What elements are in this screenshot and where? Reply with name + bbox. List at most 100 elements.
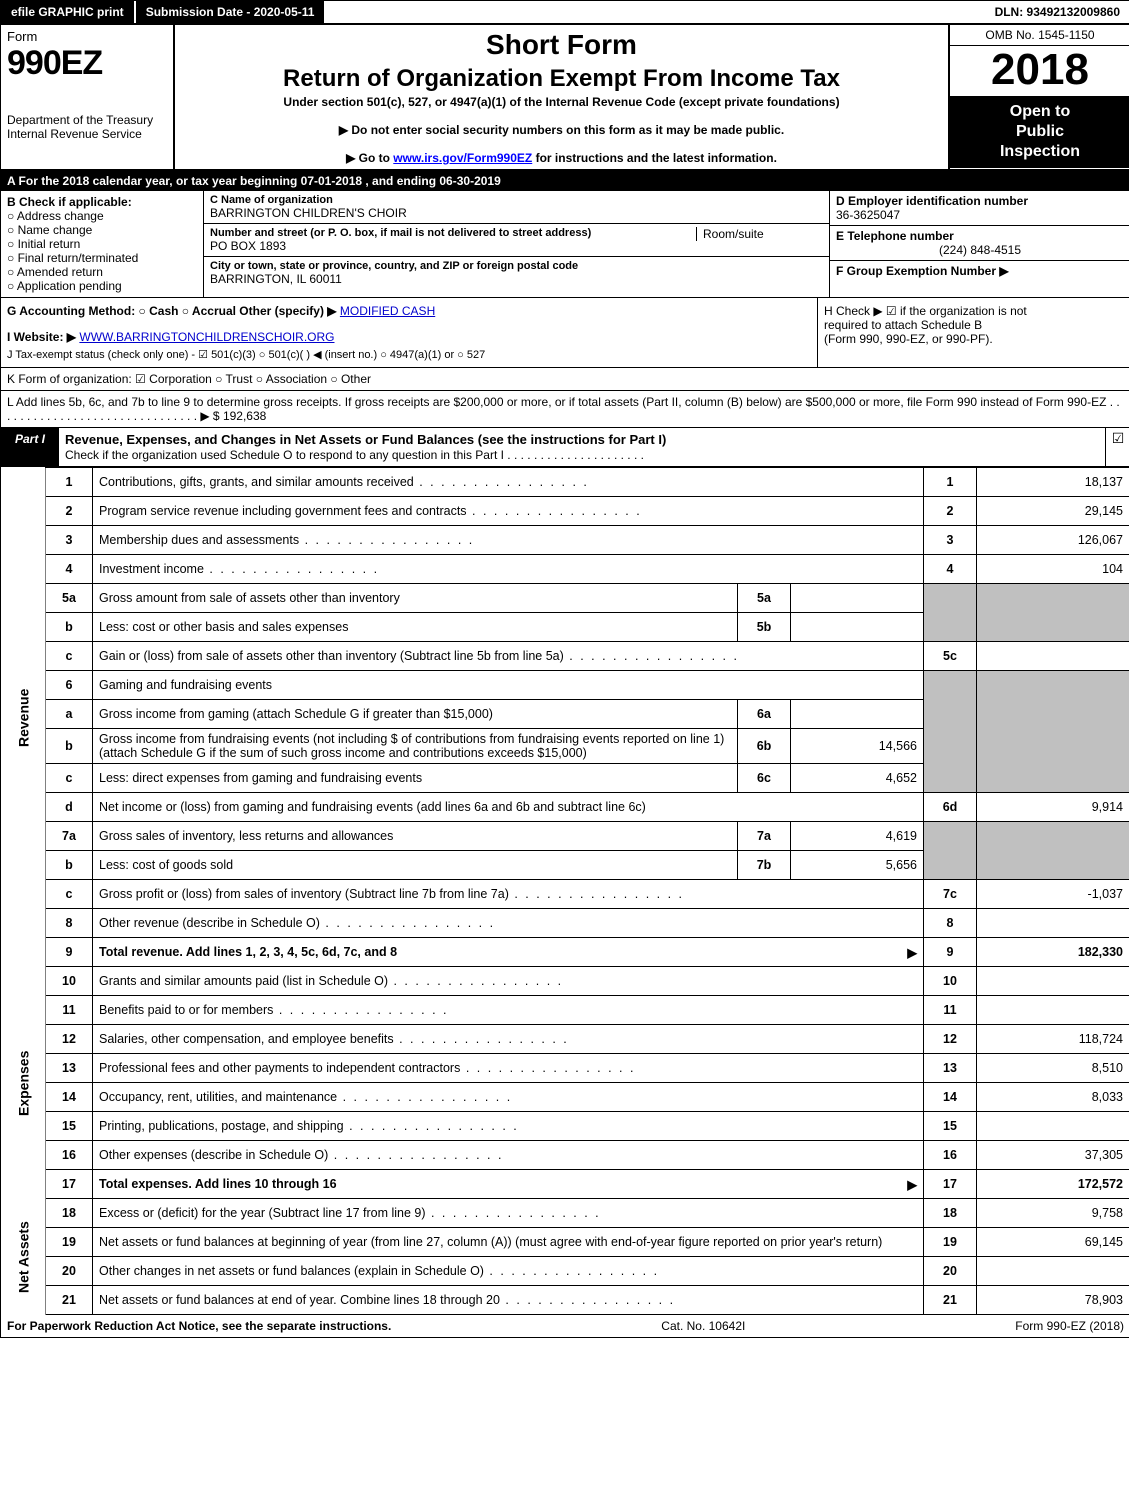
l7a-subval: 4,619 — [791, 822, 924, 851]
period-line: A For the 2018 calendar year, or tax yea… — [1, 171, 1129, 191]
form-page: efile GRAPHIC print Submission Date - 20… — [0, 0, 1129, 1338]
l5b-num: b — [46, 613, 93, 642]
l15-lbl: 15 — [924, 1112, 977, 1141]
website-link[interactable]: WWW.BARRINGTONCHILDRENSCHOIR.ORG — [79, 330, 334, 344]
l6d-num: d — [46, 793, 93, 822]
l6d-lbl: 6d — [924, 793, 977, 822]
g-label: G Accounting Method: ○ Cash ○ Accrual Ot… — [7, 304, 337, 318]
l20-lbl: 20 — [924, 1257, 977, 1286]
org-name: BARRINGTON CHILDREN'S CHOIR — [210, 206, 823, 220]
h-line2: required to attach Schedule B — [824, 318, 1124, 332]
l6a-sub: 6a — [738, 700, 791, 729]
l6d-desc: Net income or (loss) from gaming and fun… — [93, 793, 924, 822]
l9-arrow: ▶ — [907, 945, 917, 960]
top-bar: efile GRAPHIC print Submission Date - 20… — [1, 1, 1129, 25]
opt-initial-return[interactable]: Initial return — [7, 237, 197, 251]
l5b-subval — [791, 613, 924, 642]
l10-desc: Grants and similar amounts paid (list in… — [93, 967, 924, 996]
l9-amt: 182,330 — [977, 938, 1129, 967]
l12-lbl: 12 — [924, 1025, 977, 1054]
l5c-desc: Gain or (loss) from sale of assets other… — [93, 642, 924, 671]
l12-amt: 118,724 — [977, 1025, 1129, 1054]
l19-lbl: 19 — [924, 1228, 977, 1257]
l7a-num: 7a — [46, 822, 93, 851]
line-12: 12 Salaries, other compensation, and emp… — [1, 1025, 1129, 1054]
line-15: 15 Printing, publications, postage, and … — [1, 1112, 1129, 1141]
l17-arrow: ▶ — [907, 1177, 917, 1192]
l9-desc-wrap: Total revenue. Add lines 1, 2, 3, 4, 5c,… — [93, 938, 924, 967]
l7a-sub: 7a — [738, 822, 791, 851]
l5c-amt — [977, 642, 1129, 671]
l6d-amt: 9,914 — [977, 793, 1129, 822]
dept-treasury: Department of the Treasury — [7, 113, 167, 127]
l2-num: 2 — [46, 497, 93, 526]
l6-desc: Gaming and fundraising events — [93, 671, 924, 700]
box-b: B Check if applicable: Address change Na… — [1, 191, 204, 297]
l10-lbl: 10 — [924, 967, 977, 996]
line-7a: 7a Gross sales of inventory, less return… — [1, 822, 1129, 851]
side-netassets: Net Assets — [1, 1199, 46, 1315]
l18-amt: 9,758 — [977, 1199, 1129, 1228]
line-17: 17 Total expenses. Add lines 10 through … — [1, 1170, 1129, 1199]
l7a-desc: Gross sales of inventory, less returns a… — [93, 822, 738, 851]
l1-num: 1 — [46, 468, 93, 497]
efile-print-button[interactable]: efile GRAPHIC print — [1, 1, 136, 23]
inspection-line2: Public — [952, 122, 1128, 142]
g-value: MODIFIED CASH — [340, 304, 435, 318]
l8-desc: Other revenue (describe in Schedule O) — [93, 909, 924, 938]
part1-checkbox[interactable]: ☑ — [1105, 428, 1129, 466]
l7b-num: b — [46, 851, 93, 880]
opt-address-change[interactable]: Address change — [7, 209, 197, 223]
side-revenue: Revenue — [1, 468, 46, 967]
form-title-1: Short Form — [185, 29, 938, 61]
row-gh: G Accounting Method: ○ Cash ○ Accrual Ot… — [1, 298, 1129, 368]
opt-application-pending[interactable]: Application pending — [7, 279, 197, 293]
phone-val: (224) 848-4515 — [836, 243, 1124, 257]
line-16: 16 Other expenses (describe in Schedule … — [1, 1141, 1129, 1170]
l3-num: 3 — [46, 526, 93, 555]
page-footer: For Paperwork Reduction Act Notice, see … — [1, 1315, 1129, 1337]
l17-amt: 172,572 — [977, 1170, 1129, 1199]
l21-amt: 78,903 — [977, 1286, 1129, 1315]
irs-link[interactable]: www.irs.gov/Form990EZ — [393, 151, 532, 165]
l1-amt: 18,137 — [977, 468, 1129, 497]
submission-date: Submission Date - 2020-05-11 — [136, 1, 325, 23]
l9-lbl: 9 — [924, 938, 977, 967]
l6-grey1 — [924, 671, 977, 793]
h-line3: (Form 990, 990-EZ, or 990-PF). — [824, 332, 1124, 346]
l6a-subval — [791, 700, 924, 729]
l9-num: 9 — [46, 938, 93, 967]
opt-final-return[interactable]: Final return/terminated — [7, 251, 197, 265]
l8-amt — [977, 909, 1129, 938]
group-exemption-hdr: F Group Exemption Number ▶ — [836, 264, 1009, 278]
l10-num: 10 — [46, 967, 93, 996]
header-mid: Short Form Return of Organization Exempt… — [175, 25, 950, 169]
l15-desc: Printing, publications, postage, and shi… — [93, 1112, 924, 1141]
line-1: Revenue 1 Contributions, gifts, grants, … — [1, 468, 1129, 497]
opt-name-change[interactable]: Name change — [7, 223, 197, 237]
l17-num: 17 — [46, 1170, 93, 1199]
form-subtitle: Under section 501(c), 527, or 4947(a)(1)… — [185, 95, 938, 109]
l9-desc: Total revenue. Add lines 1, 2, 3, 4, 5c,… — [99, 945, 397, 959]
box-c: C Name of organization BARRINGTON CHILDR… — [204, 191, 830, 297]
l6b-num: b — [46, 729, 93, 764]
l15-num: 15 — [46, 1112, 93, 1141]
l13-desc: Professional fees and other payments to … — [93, 1054, 924, 1083]
note2-pre: ▶ Go to — [346, 151, 393, 165]
l17-desc-wrap: Total expenses. Add lines 10 through 16 … — [93, 1170, 924, 1199]
omb-number: OMB No. 1545-1150 — [950, 25, 1129, 46]
line-20: 20 Other changes in net assets or fund b… — [1, 1257, 1129, 1286]
l6b-sub: 6b — [738, 729, 791, 764]
l6b-desc: Gross income from fundraising events (no… — [93, 729, 738, 764]
org-name-hdr: C Name of organization — [210, 194, 823, 206]
line-6d: d Net income or (loss) from gaming and f… — [1, 793, 1129, 822]
l19-amt: 69,145 — [977, 1228, 1129, 1257]
opt-amended-return[interactable]: Amended return — [7, 265, 197, 279]
footer-left: For Paperwork Reduction Act Notice, see … — [7, 1319, 391, 1333]
l20-amt — [977, 1257, 1129, 1286]
l5a-sub: 5a — [738, 584, 791, 613]
row-l: L Add lines 5b, 6c, and 7b to line 9 to … — [1, 391, 1129, 428]
line-3: 3 Membership dues and assessments 3 126,… — [1, 526, 1129, 555]
part1-title: Revenue, Expenses, and Changes in Net As… — [59, 428, 1105, 466]
l16-num: 16 — [46, 1141, 93, 1170]
